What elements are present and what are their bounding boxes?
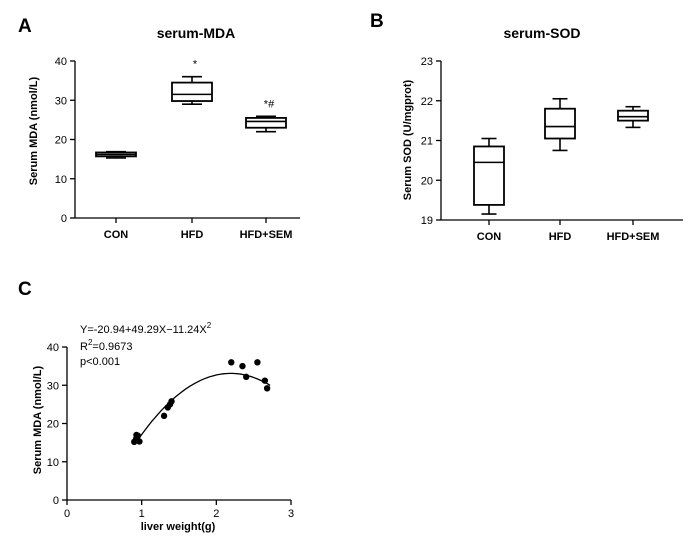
- y-tick-label: 22: [421, 96, 433, 108]
- significance-mark: *#: [264, 98, 275, 110]
- chart-title-b: serum-SOD: [503, 25, 580, 41]
- y-tick-label: 23: [421, 56, 433, 68]
- y-tick-label: 10: [47, 457, 59, 469]
- data-point: [160, 412, 168, 420]
- regression-curve: [135, 372, 271, 443]
- y-tick-label: 0: [61, 213, 67, 225]
- y-tick-label: 19: [421, 215, 433, 227]
- data-point: [133, 431, 140, 439]
- x-category-label: CON: [104, 229, 129, 241]
- plot-area-b: 19 20 21 22 23 CON HFD HFD+SEM: [421, 56, 683, 243]
- y-tick-label: 20: [55, 135, 67, 147]
- panel-a: A serum-MDA Serum MDA (nmol/L) 0 10 20 30 40…: [18, 16, 300, 241]
- y-tick-label: 30: [47, 380, 59, 392]
- y-tick-label: 40: [47, 342, 59, 354]
- y-tick-label: 40: [55, 56, 67, 68]
- x-axis-label-c: liver weight(g): [141, 521, 216, 533]
- x-category-label: CON: [477, 231, 502, 243]
- box-iqr: [171, 81, 213, 102]
- panel-letter-b: B: [370, 11, 384, 32]
- y-axis-label-c: Serum MDA (nmol/L): [32, 365, 44, 474]
- data-point: [261, 377, 269, 384]
- x-tick-label: 2: [213, 508, 219, 520]
- x-tick-label: 3: [288, 508, 294, 520]
- data-point: [136, 438, 143, 445]
- significance-mark: *: [193, 59, 198, 71]
- data-point: [254, 359, 261, 366]
- panel-b: B serum-SOD Serum SOD (U/mgprot) 19 20 21 2…: [370, 11, 683, 243]
- x-tick-label: 0: [64, 508, 70, 520]
- data-point: [168, 398, 175, 405]
- data-point: [243, 373, 250, 381]
- y-axis-label-b: Serum SOD (U/mgprot): [402, 79, 414, 200]
- y-tick-label: 21: [421, 136, 433, 148]
- panel-letter-a: A: [18, 16, 32, 37]
- x-category-label: HFD: [181, 229, 204, 241]
- box-iqr: [617, 109, 649, 122]
- x-tick-label: 1: [139, 508, 145, 520]
- box-iqr: [544, 107, 576, 140]
- y-tick-label: 20: [421, 175, 433, 187]
- panel-c: C Y=-20.94+49.29X−11.24X2 R2=0.9673 p<0.…: [18, 279, 294, 533]
- plot-area-a: 0 10 20 30 40 CON HFD * HFD+SEM *#: [55, 56, 300, 241]
- y-axis-label-a: Serum MDA (nmol/L): [28, 76, 40, 185]
- plot-area-c: 0 10 20 30 40 0 1 2 3: [47, 342, 294, 520]
- panel-letter-c: C: [18, 279, 32, 300]
- r-squared-annotation: R2=0.9673: [80, 338, 132, 353]
- p-value-annotation: p<0.001: [80, 356, 120, 368]
- chart-title-a: serum-MDA: [157, 25, 236, 41]
- equation-annotation: Y=-20.94+49.29X−11.24X2: [80, 321, 212, 336]
- x-category-label: HFD+SEM: [240, 229, 293, 241]
- data-point: [239, 362, 246, 370]
- data-point: [263, 385, 271, 392]
- y-tick-label: 30: [55, 95, 67, 107]
- x-category-label: HFD+SEM: [607, 231, 660, 243]
- y-tick-label: 10: [55, 174, 67, 186]
- y-tick-label: 0: [53, 495, 59, 507]
- box-iqr: [245, 117, 287, 129]
- y-tick-label: 20: [47, 419, 59, 431]
- box-iqr: [473, 145, 505, 206]
- x-category-label: HFD: [549, 231, 572, 243]
- data-point: [228, 359, 235, 366]
